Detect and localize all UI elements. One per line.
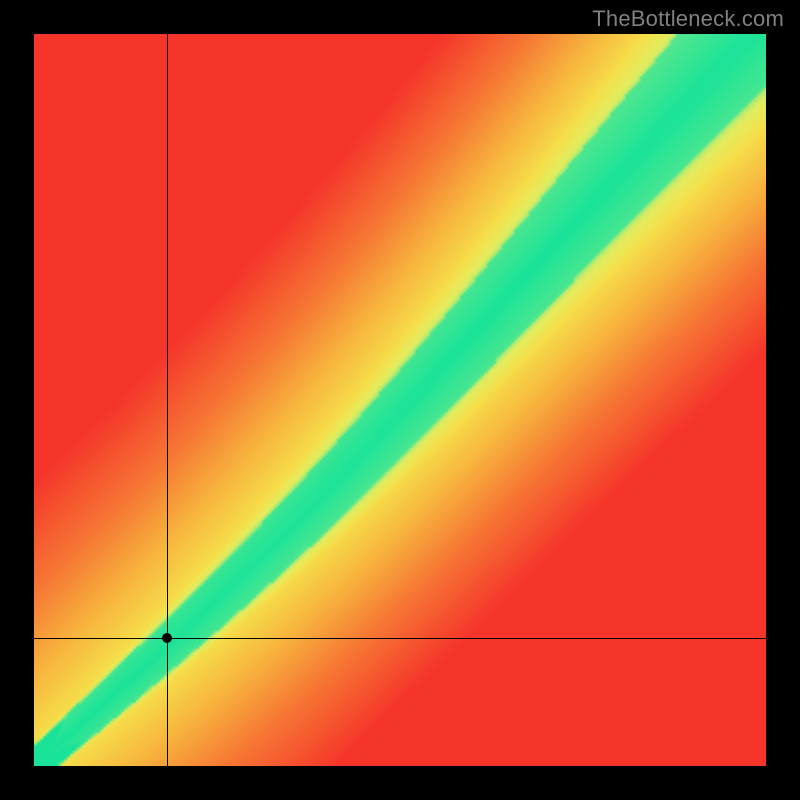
- crosshair-horizontal: [34, 638, 766, 639]
- plot-area: [34, 34, 766, 766]
- crosshair-vertical: [167, 34, 168, 766]
- watermark-text: TheBottleneck.com: [592, 6, 784, 32]
- chart-outer-frame: TheBottleneck.com: [0, 0, 800, 800]
- heatmap-canvas: [34, 34, 766, 766]
- crosshair-marker: [162, 633, 172, 643]
